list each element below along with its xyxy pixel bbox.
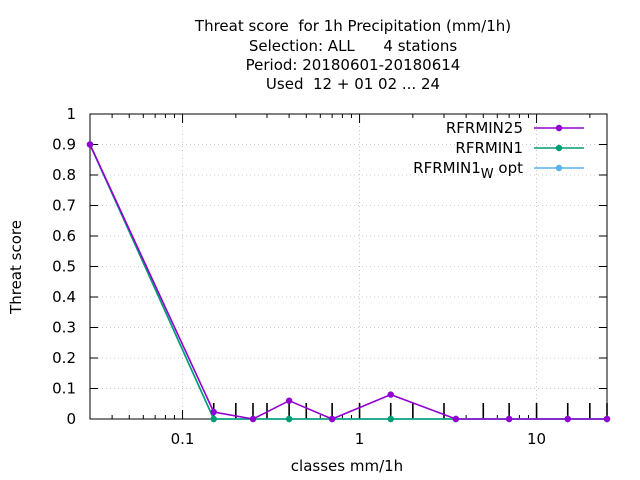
series-point-0-6 [452, 415, 460, 423]
x-tick-label-0: 0.1 [171, 430, 195, 448]
series-point-0-0 [86, 141, 94, 148]
series-point-0-2 [249, 415, 257, 423]
y-tick-label-4: 0.4 [52, 288, 76, 306]
plot-frame [89, 113, 608, 420]
x-tick-label-2: 10 [527, 430, 546, 448]
y-tick-label-9: 0.9 [52, 136, 76, 154]
legend-label-1: RFRMIN1 [455, 139, 523, 157]
x-axis-label: classes mm/1h [291, 457, 403, 475]
series-point-1-1 [210, 415, 217, 423]
series-1 [86, 141, 611, 423]
y-tick-label-6: 0.6 [52, 227, 76, 245]
series-point-0-5 [387, 391, 394, 398]
y-tick-label-5: 0.5 [52, 258, 76, 276]
series-point-0-4 [328, 415, 336, 423]
series-point-0-7 [505, 415, 513, 423]
series-2 [86, 141, 611, 423]
series-line-1 [89, 144, 607, 420]
y-tick-label-3: 0.3 [52, 319, 76, 337]
series-line-2 [89, 144, 607, 420]
legend-marker-0 [555, 124, 563, 132]
series-point-0-8 [564, 415, 571, 423]
series-0 [86, 141, 611, 423]
title-line-4: Used 12 + 01 02 ... 24 [265, 75, 441, 93]
legend-marker-1 [555, 144, 563, 152]
y-tick-label-10: 1 [66, 105, 76, 123]
series-point-1-5 [387, 415, 394, 423]
legend-marker-2 [555, 164, 563, 172]
y-tick-label-1: 0.1 [52, 380, 76, 398]
y-axis-label: Threat score [7, 220, 25, 315]
y-tick-label-8: 0.8 [52, 166, 76, 184]
title-line-3: Period: 20180601-20180614 [245, 56, 461, 74]
series-point-0-3 [285, 397, 293, 404]
series-point-0-1 [210, 408, 217, 416]
legend-label-0: RFRMIN25 [446, 119, 523, 137]
legend-label-2: RFRMIN1W opt [413, 159, 523, 182]
legend: RFRMIN25 RFRMIN1 RFRMIN1W opt [413, 119, 584, 182]
y-tick-label-2: 0.2 [52, 349, 76, 367]
series-point-1-3 [285, 415, 293, 423]
class-markers [212, 403, 608, 419]
series-line-0 [89, 144, 607, 420]
x-tick-label-1: 1 [355, 430, 365, 448]
axis-ticks: 0 0.1 0.2 0.3 0.4 0.5 0.6 0.7 0.8 0.9 1 0.1 1 10 [52, 105, 607, 448]
series-point-0-9 [603, 415, 611, 423]
grid [90, 114, 607, 419]
series [86, 141, 611, 423]
y-tick-label-0: 0 [66, 410, 76, 428]
title-line-2: Selection: ALL 4 stations [248, 37, 458, 55]
title-line-1: Threat score for 1h Precipitation (mm/1h… [194, 17, 512, 35]
y-tick-label-7: 0.7 [52, 197, 76, 215]
